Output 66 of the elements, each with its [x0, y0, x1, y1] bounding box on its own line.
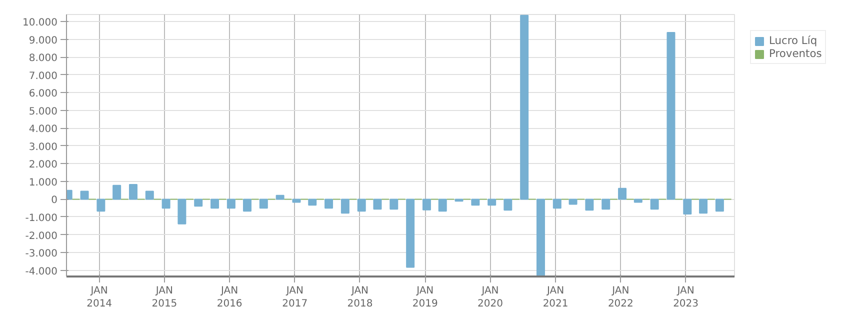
x-tick-label: JAN 2023 [673, 286, 699, 310]
bar [292, 198, 301, 203]
bar [520, 14, 529, 200]
bar [259, 198, 268, 209]
bar [422, 198, 431, 210]
bar [324, 198, 334, 209]
bar [178, 198, 186, 224]
bar [618, 188, 627, 200]
bar [683, 198, 692, 214]
x-tick-label: JAN 2015 [152, 286, 178, 310]
x-tick-label: JAN 2018 [347, 286, 373, 310]
y-tick-label: -3.000 [25, 248, 58, 260]
y-tick-label: 5.000 [28, 106, 58, 118]
bar [194, 198, 203, 207]
bar [536, 198, 545, 276]
bar [96, 198, 106, 212]
legend-label: Lucro Líq [769, 34, 818, 47]
bar [80, 190, 89, 200]
bar [128, 184, 138, 200]
y-tick-label: -4.000 [25, 266, 58, 278]
y-tick-label: 7.000 [28, 70, 58, 82]
x-tick-label: JAN 2021 [542, 286, 568, 310]
bar [340, 198, 350, 214]
x-tick-label: JAN 2020 [478, 286, 503, 310]
y-tick-label: 8.000 [28, 53, 58, 64]
bar [162, 198, 170, 209]
bar [585, 198, 594, 211]
x-tick-label: JAN 2017 [282, 286, 308, 310]
bar [112, 184, 122, 200]
bar [504, 198, 512, 211]
bar [699, 198, 708, 214]
y-tick-label: 4.000 [28, 124, 58, 136]
x-tick-label: JAN 2016 [216, 286, 242, 310]
y-tick-label: -2.000 [25, 230, 58, 242]
y-tick-label: 1.000 [28, 177, 58, 188]
bar [568, 198, 578, 205]
bar [634, 198, 642, 203]
bar [602, 198, 610, 210]
y-tick-label: 3.000 [28, 142, 58, 153]
bar [226, 198, 236, 209]
bar [552, 198, 562, 209]
bar [471, 198, 480, 206]
bar [308, 198, 317, 206]
y-tick-label: 0 [51, 195, 58, 206]
x-tick-label: JAN 2014 [86, 286, 112, 310]
bar [242, 198, 252, 212]
y-tick-label: 6.000 [28, 88, 58, 100]
bar [373, 198, 382, 210]
bar [357, 198, 366, 212]
bar [406, 198, 415, 268]
y-tick-label: 2.000 [28, 160, 58, 171]
y-tick-label: 10.000 [22, 18, 58, 29]
bar [390, 198, 398, 210]
bar [488, 198, 496, 206]
y-tick-label: 9.000 [28, 35, 58, 46]
x-tick-label: JAN 2022 [608, 286, 634, 310]
bar [438, 198, 447, 212]
y-tick-label: -1.000 [25, 212, 58, 224]
bar [210, 198, 220, 209]
bar [650, 198, 659, 210]
bar [145, 190, 154, 200]
x-tick-label: JAN 2019 [412, 286, 438, 310]
bar [715, 198, 724, 212]
bar [666, 32, 676, 200]
bar [276, 194, 284, 200]
legend-label: Proventos [769, 47, 822, 60]
